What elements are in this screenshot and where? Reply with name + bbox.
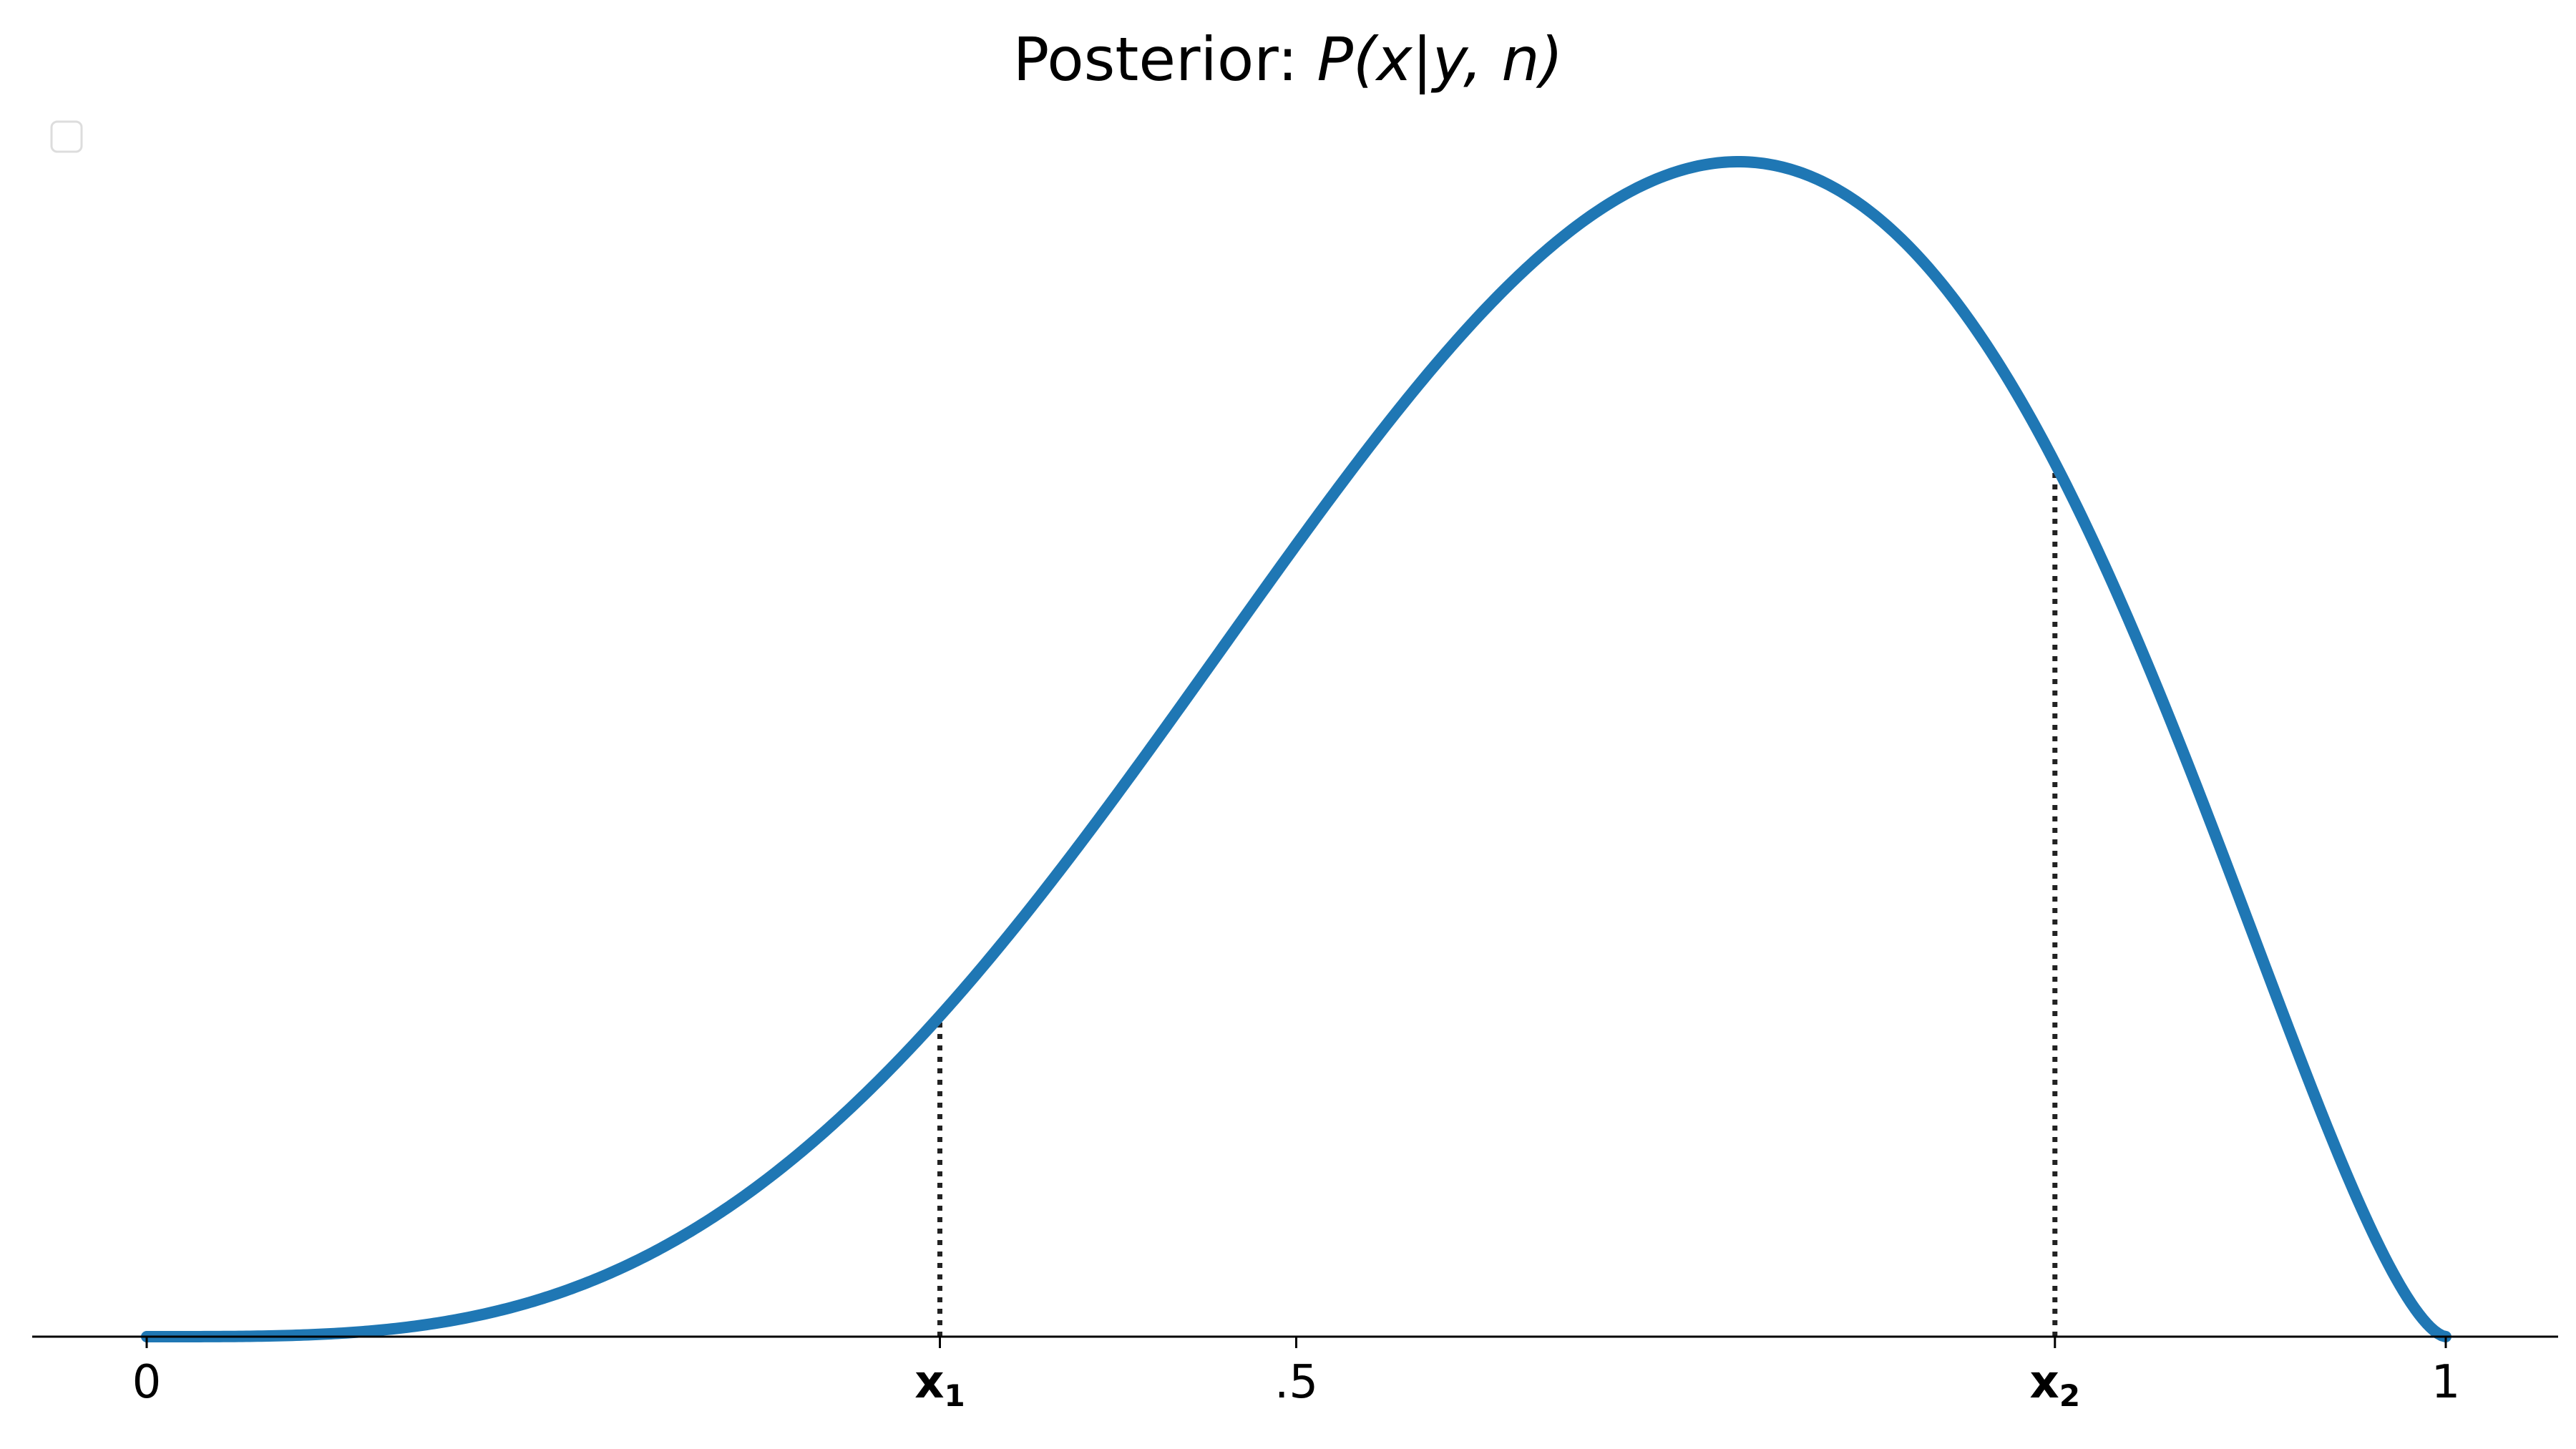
chart-title: Posterior: P(x|y, n) (1013, 24, 1563, 94)
chart-title-text: Posterior: (1013, 24, 1317, 94)
posterior-curve (141, 156, 2451, 1342)
chart-title-math: P(x|y, n) (1317, 24, 1563, 94)
x-tick-label-3: x2 (2030, 1356, 2081, 1413)
x-tick-label-0: 0 (132, 1356, 162, 1409)
marker-lines (937, 463, 2058, 1337)
legend-box (50, 120, 83, 153)
plot-area (141, 156, 2451, 1342)
x-tick-label-1: x1 (914, 1356, 965, 1413)
x-tick-label-2: .5 (1274, 1356, 1318, 1409)
x-tick-label-4: 1 (2431, 1356, 2461, 1409)
x-axis-ticks: 0 x1 .5 x2 1 (132, 1337, 2461, 1413)
